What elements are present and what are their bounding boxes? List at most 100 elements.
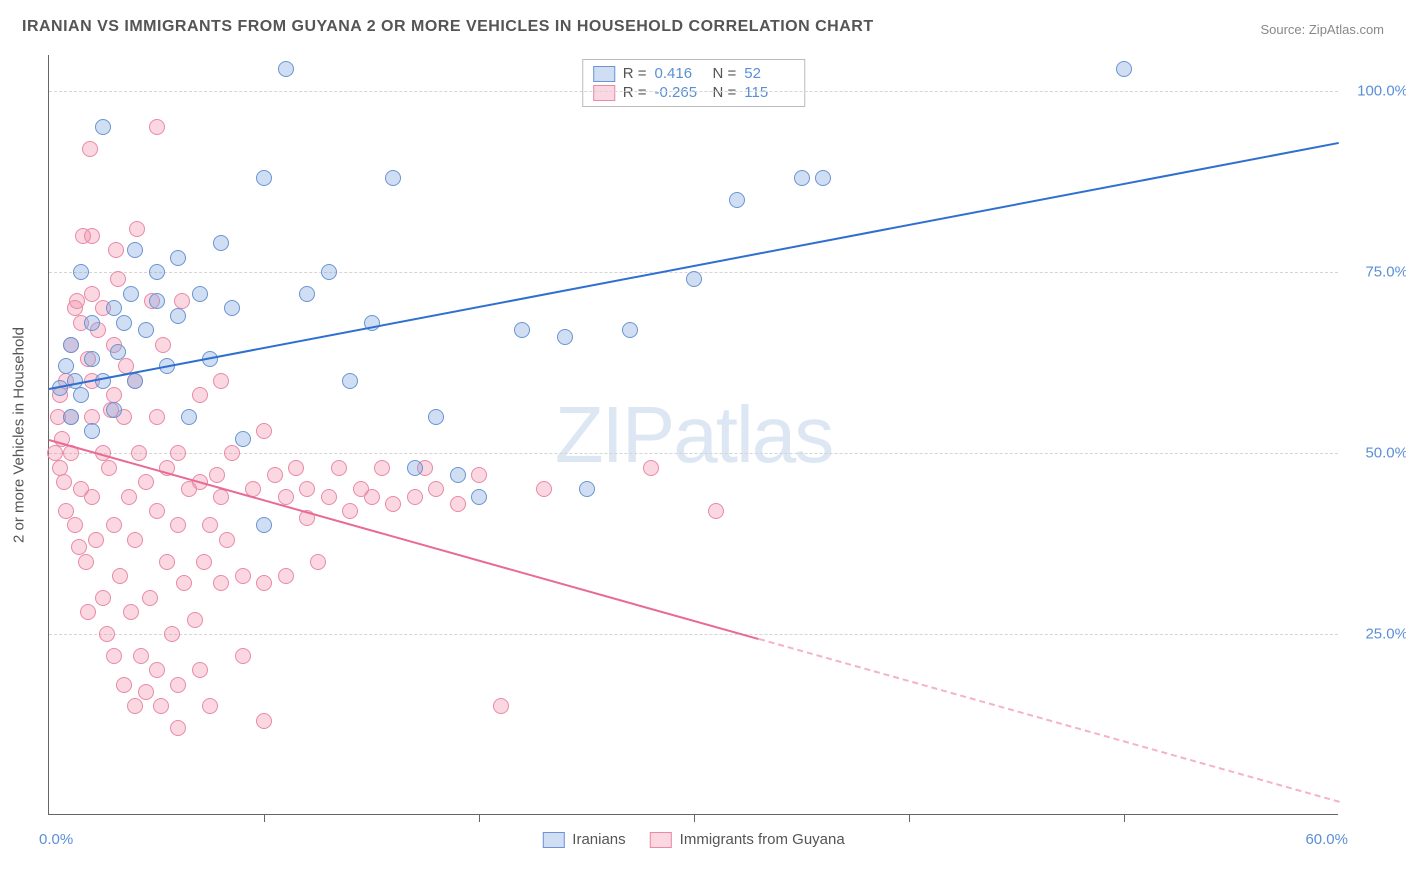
scatter-point-series2 (364, 489, 380, 505)
scatter-point-series1 (450, 467, 466, 483)
scatter-point-series1 (63, 337, 79, 353)
scatter-point-series1 (116, 315, 132, 331)
x-tick (694, 814, 695, 822)
gridline (49, 634, 1338, 635)
scatter-point-series2 (170, 517, 186, 533)
scatter-point-series2 (101, 460, 117, 476)
scatter-point-series1 (235, 431, 251, 447)
n-value-series1: 52 (744, 65, 794, 82)
scatter-point-series2 (138, 474, 154, 490)
scatter-point-series1 (278, 61, 294, 77)
plot-area: ZIPatlas 2 or more Vehicles in Household… (48, 55, 1338, 815)
scatter-point-series2 (235, 648, 251, 664)
scatter-point-series2 (708, 503, 724, 519)
scatter-point-series1 (1116, 61, 1132, 77)
scatter-point-series1 (106, 402, 122, 418)
scatter-point-series1 (224, 300, 240, 316)
scatter-point-series2 (224, 445, 240, 461)
scatter-point-series2 (493, 698, 509, 714)
n-value-series2: 115 (744, 84, 794, 101)
y-tick-label: 75.0% (1348, 264, 1406, 281)
scatter-point-series2 (88, 532, 104, 548)
series-legend: Iranians Immigrants from Guyana (542, 831, 844, 848)
scatter-point-series1 (58, 358, 74, 374)
swatch-series2 (650, 832, 672, 848)
scatter-point-series1 (84, 351, 100, 367)
scatter-point-series1 (95, 119, 111, 135)
scatter-point-series2 (471, 467, 487, 483)
scatter-point-series2 (213, 575, 229, 591)
scatter-point-series2 (374, 460, 390, 476)
scatter-point-series1 (794, 170, 810, 186)
scatter-point-series2 (149, 662, 165, 678)
scatter-point-series2 (153, 698, 169, 714)
scatter-point-series1 (84, 315, 100, 331)
scatter-point-series2 (170, 677, 186, 693)
scatter-point-series2 (202, 698, 218, 714)
scatter-point-series1 (170, 308, 186, 324)
scatter-point-series2 (176, 575, 192, 591)
scatter-point-series2 (127, 698, 143, 714)
scatter-point-series1 (729, 192, 745, 208)
scatter-point-series2 (149, 409, 165, 425)
n-label: N = (713, 84, 737, 101)
chart-container: IRANIAN VS IMMIGRANTS FROM GUYANA 2 OR M… (0, 0, 1406, 892)
scatter-point-series1 (557, 329, 573, 345)
scatter-point-series2 (142, 590, 158, 606)
stats-legend: R = 0.416 N = 52 R = -0.265 N = 115 (582, 59, 806, 107)
legend-label-series2: Immigrants from Guyana (680, 831, 845, 848)
scatter-point-series2 (342, 503, 358, 519)
scatter-point-series1 (149, 293, 165, 309)
legend-item-series1: Iranians (542, 831, 625, 848)
scatter-point-series2 (256, 575, 272, 591)
scatter-point-series2 (536, 481, 552, 497)
scatter-point-series2 (78, 554, 94, 570)
scatter-point-series2 (310, 554, 326, 570)
watermark: ZIPatlas (555, 389, 832, 481)
scatter-point-series2 (110, 271, 126, 287)
scatter-point-series1 (256, 517, 272, 533)
scatter-point-series2 (149, 503, 165, 519)
scatter-point-series2 (84, 489, 100, 505)
legend-label-series1: Iranians (572, 831, 625, 848)
scatter-point-series2 (112, 568, 128, 584)
scatter-point-series2 (219, 532, 235, 548)
scatter-point-series2 (123, 604, 139, 620)
scatter-point-series1 (181, 409, 197, 425)
scatter-point-series2 (192, 662, 208, 678)
scatter-point-series2 (159, 554, 175, 570)
scatter-point-series1 (407, 460, 423, 476)
scatter-point-series1 (63, 409, 79, 425)
scatter-point-series2 (133, 648, 149, 664)
y-tick-label: 25.0% (1348, 626, 1406, 643)
scatter-point-series1 (127, 373, 143, 389)
r-label: R = (623, 84, 647, 101)
scatter-point-series2 (121, 489, 137, 505)
scatter-point-series2 (95, 590, 111, 606)
y-tick-label: 50.0% (1348, 445, 1406, 462)
scatter-point-series2 (106, 648, 122, 664)
scatter-point-series1 (106, 300, 122, 316)
regression-line-series1 (49, 142, 1339, 390)
scatter-point-series1 (213, 235, 229, 251)
r-label: R = (623, 65, 647, 82)
scatter-point-series1 (299, 286, 315, 302)
x-tick (264, 814, 265, 822)
scatter-point-series1 (514, 322, 530, 338)
scatter-point-series1 (138, 322, 154, 338)
scatter-point-series2 (67, 517, 83, 533)
scatter-point-series1 (579, 481, 595, 497)
scatter-point-series2 (82, 141, 98, 157)
scatter-point-series2 (256, 713, 272, 729)
x-tick (1124, 814, 1125, 822)
scatter-point-series2 (331, 460, 347, 476)
scatter-point-series1 (428, 409, 444, 425)
scatter-point-series2 (202, 517, 218, 533)
scatter-point-series1 (385, 170, 401, 186)
scatter-point-series2 (643, 460, 659, 476)
scatter-point-series1 (256, 170, 272, 186)
scatter-point-series1 (815, 170, 831, 186)
scatter-point-series2 (299, 481, 315, 497)
scatter-point-series2 (278, 568, 294, 584)
scatter-point-series1 (123, 286, 139, 302)
